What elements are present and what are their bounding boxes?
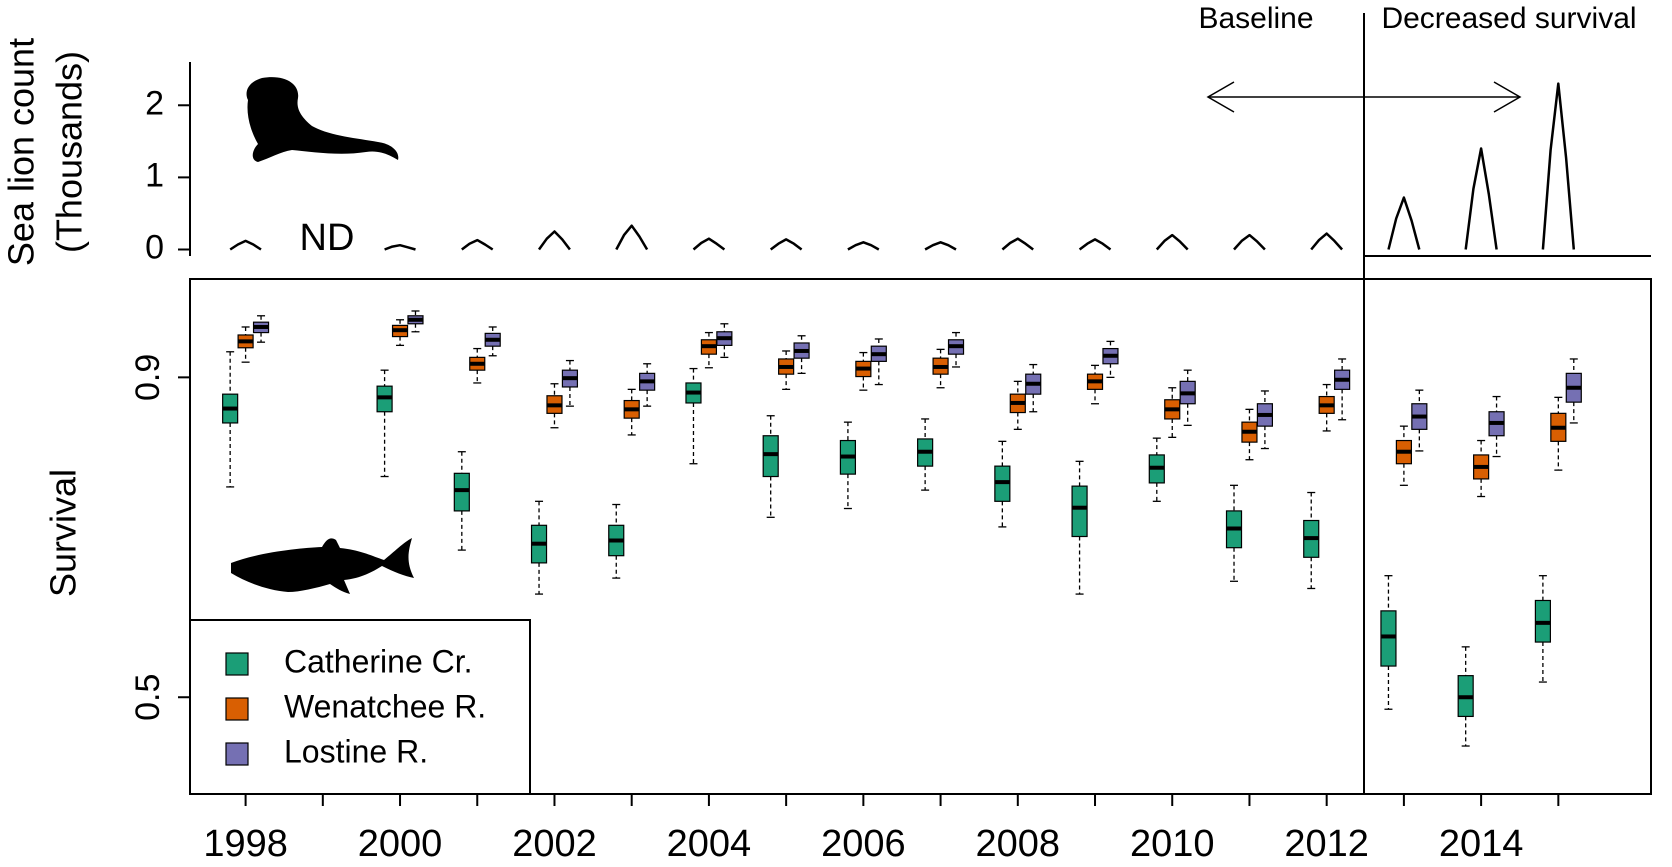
box bbox=[1334, 358, 1351, 421]
x-tick-label: 2012 bbox=[1284, 823, 1369, 865]
box bbox=[1102, 340, 1119, 379]
legend: Catherine Cr. Wenatchee R. Lostine R. bbox=[189, 619, 531, 795]
fish-icon bbox=[231, 538, 414, 594]
legend-label: Wenatchee R. bbox=[284, 688, 486, 724]
x-tick-label: 2014 bbox=[1439, 823, 1524, 865]
plot-frame bbox=[189, 278, 1652, 795]
box bbox=[1395, 425, 1412, 486]
box bbox=[1550, 396, 1567, 471]
box bbox=[917, 418, 934, 491]
box bbox=[222, 351, 239, 488]
x-tick-label: 2006 bbox=[821, 823, 906, 865]
box bbox=[237, 326, 254, 363]
box bbox=[376, 369, 393, 478]
box bbox=[391, 319, 409, 347]
sea-lion-icon bbox=[246, 77, 399, 162]
legend-swatch bbox=[225, 652, 249, 676]
annotation: Decreased survival bbox=[1381, 2, 1636, 35]
box bbox=[839, 421, 857, 510]
box bbox=[947, 331, 965, 368]
box bbox=[1164, 387, 1181, 438]
y-tick-label: 1 bbox=[145, 156, 164, 194]
box bbox=[453, 451, 470, 551]
legend-label: Catherine Cr. bbox=[284, 643, 473, 679]
box bbox=[1318, 383, 1335, 432]
box bbox=[1534, 575, 1551, 683]
y-axis-label: Survival bbox=[43, 469, 84, 597]
box bbox=[762, 415, 779, 518]
box bbox=[252, 315, 270, 343]
box bbox=[716, 323, 733, 359]
box bbox=[685, 367, 702, 465]
legend-label: Lostine R. bbox=[284, 733, 428, 769]
box bbox=[561, 359, 579, 407]
box bbox=[1179, 369, 1196, 426]
legend-swatch bbox=[225, 697, 249, 721]
box bbox=[793, 335, 810, 375]
y-axis-label: Sea lion count bbox=[1, 38, 42, 266]
box bbox=[546, 383, 563, 429]
box bbox=[932, 348, 949, 389]
box bbox=[1086, 364, 1104, 405]
box bbox=[1009, 380, 1026, 430]
y-axis-label: (Thousands) bbox=[49, 51, 90, 253]
box bbox=[1457, 646, 1474, 747]
x-tick-label: 2008 bbox=[976, 823, 1061, 865]
x-tick-label: 2010 bbox=[1130, 823, 1215, 865]
x-tick-label: 2000 bbox=[358, 823, 443, 865]
box bbox=[469, 347, 486, 384]
box bbox=[1380, 575, 1397, 710]
box bbox=[530, 500, 548, 595]
legend-swatch bbox=[225, 742, 249, 766]
box bbox=[1411, 389, 1428, 452]
box bbox=[778, 350, 795, 391]
x-tick-label: 2004 bbox=[667, 823, 752, 865]
box bbox=[1148, 437, 1165, 502]
box bbox=[1565, 358, 1582, 424]
box bbox=[1303, 491, 1320, 590]
count-line bbox=[229, 82, 1576, 251]
y-tick-label: 0.5 bbox=[129, 674, 167, 721]
x-tick-label: 2002 bbox=[512, 823, 597, 865]
box bbox=[623, 388, 640, 436]
box bbox=[870, 338, 887, 386]
box bbox=[994, 440, 1011, 528]
box bbox=[700, 331, 718, 369]
annotation: Baseline bbox=[1198, 2, 1313, 35]
x-tick-label: 1998 bbox=[203, 823, 288, 865]
box bbox=[1071, 460, 1088, 595]
box bbox=[855, 351, 872, 391]
box bbox=[1256, 390, 1274, 450]
box-body bbox=[1071, 485, 1088, 538]
box bbox=[1225, 484, 1243, 582]
y-tick-label: 0 bbox=[145, 228, 164, 266]
box bbox=[484, 326, 501, 357]
box bbox=[1473, 439, 1490, 498]
y-tick-label: 2 bbox=[145, 84, 164, 122]
box bbox=[407, 310, 424, 333]
y-tick-label: 0.9 bbox=[129, 354, 167, 401]
box bbox=[608, 503, 625, 579]
annotation: ND bbox=[300, 217, 355, 259]
box bbox=[639, 363, 656, 407]
box bbox=[1025, 363, 1042, 413]
box bbox=[1488, 395, 1505, 458]
box bbox=[1241, 408, 1258, 461]
